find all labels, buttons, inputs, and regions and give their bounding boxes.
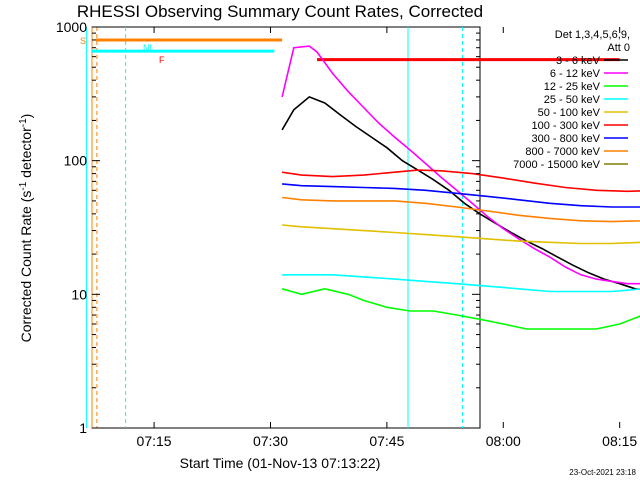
x-tick-label-0: 07:15 xyxy=(137,433,172,449)
plot-frame xyxy=(91,26,481,429)
x-axis-label: Start Time (01-Nov-13 07:13:22) xyxy=(180,455,381,471)
y-axis-label: Corrected Count Rate (s-1 detector-1) xyxy=(18,114,34,343)
legend-label-8: 7000 - 15000 keV xyxy=(513,159,601,171)
series-lines xyxy=(281,45,640,330)
x-tick-label-1: 07:30 xyxy=(253,433,288,449)
y-axis-label-sup1: -1 xyxy=(18,181,29,190)
y-axis-label-mid: detector xyxy=(18,127,34,182)
series-line-5 xyxy=(281,169,640,193)
series-line-1 xyxy=(281,45,640,285)
legend-title-line-1: Det 1,3,4,5,6,9, xyxy=(555,29,630,41)
flag-label-0: S xyxy=(80,36,86,46)
y-tick-label-2: 100 xyxy=(64,153,88,169)
y-tick-label-1: 10 xyxy=(71,286,87,302)
y-tick-label-3: 1000 xyxy=(56,19,87,35)
legend-label-6: 300 - 800 keV xyxy=(532,133,601,145)
plot-border xyxy=(91,26,481,429)
legend-label-7: 800 - 7000 keV xyxy=(525,146,600,158)
legend-title-line-2: Att 0 xyxy=(607,42,630,54)
y-axis-label-end: ) xyxy=(18,114,34,119)
series-line-3 xyxy=(282,274,640,293)
legend-label-2: 12 - 25 keV xyxy=(544,81,601,93)
chart-title: RHESSI Observing Summary Count Rates, Co… xyxy=(77,2,483,21)
legend-label-0: 3 - 6 keV xyxy=(556,55,601,67)
x-tick-label-2: 07:45 xyxy=(369,433,404,449)
y-tick-label-0: 1 xyxy=(79,420,87,436)
timestamp: 23-Oct-2021 23:18 xyxy=(569,468,636,477)
series-line-7 xyxy=(282,196,640,223)
series-line-6 xyxy=(282,183,640,208)
legend-label-5: 100 - 300 keV xyxy=(532,120,601,132)
series-line-0 xyxy=(281,95,640,291)
series-line-2 xyxy=(281,287,640,330)
y-axis-label-main: Corrected Count Rate (s xyxy=(18,191,34,343)
x-tick-label-4: 08:15 xyxy=(602,433,637,449)
legend-label-3: 25 - 50 keV xyxy=(544,94,601,106)
y-axis-label-sup2: -1 xyxy=(18,118,29,127)
instrument-flags: S NI F xyxy=(80,27,620,428)
x-tick-label-3: 08:00 xyxy=(486,433,521,449)
flag-label-2: F xyxy=(159,55,165,65)
legend-label-1: 6 - 12 keV xyxy=(550,68,601,80)
axis-ticks: 07:1507:3007:4508:0008:1508:3008:4511010… xyxy=(56,19,638,449)
flag-label-1: NI xyxy=(143,43,152,53)
legend-label-4: 50 - 100 keV xyxy=(538,107,601,119)
series-line-4 xyxy=(282,224,640,245)
